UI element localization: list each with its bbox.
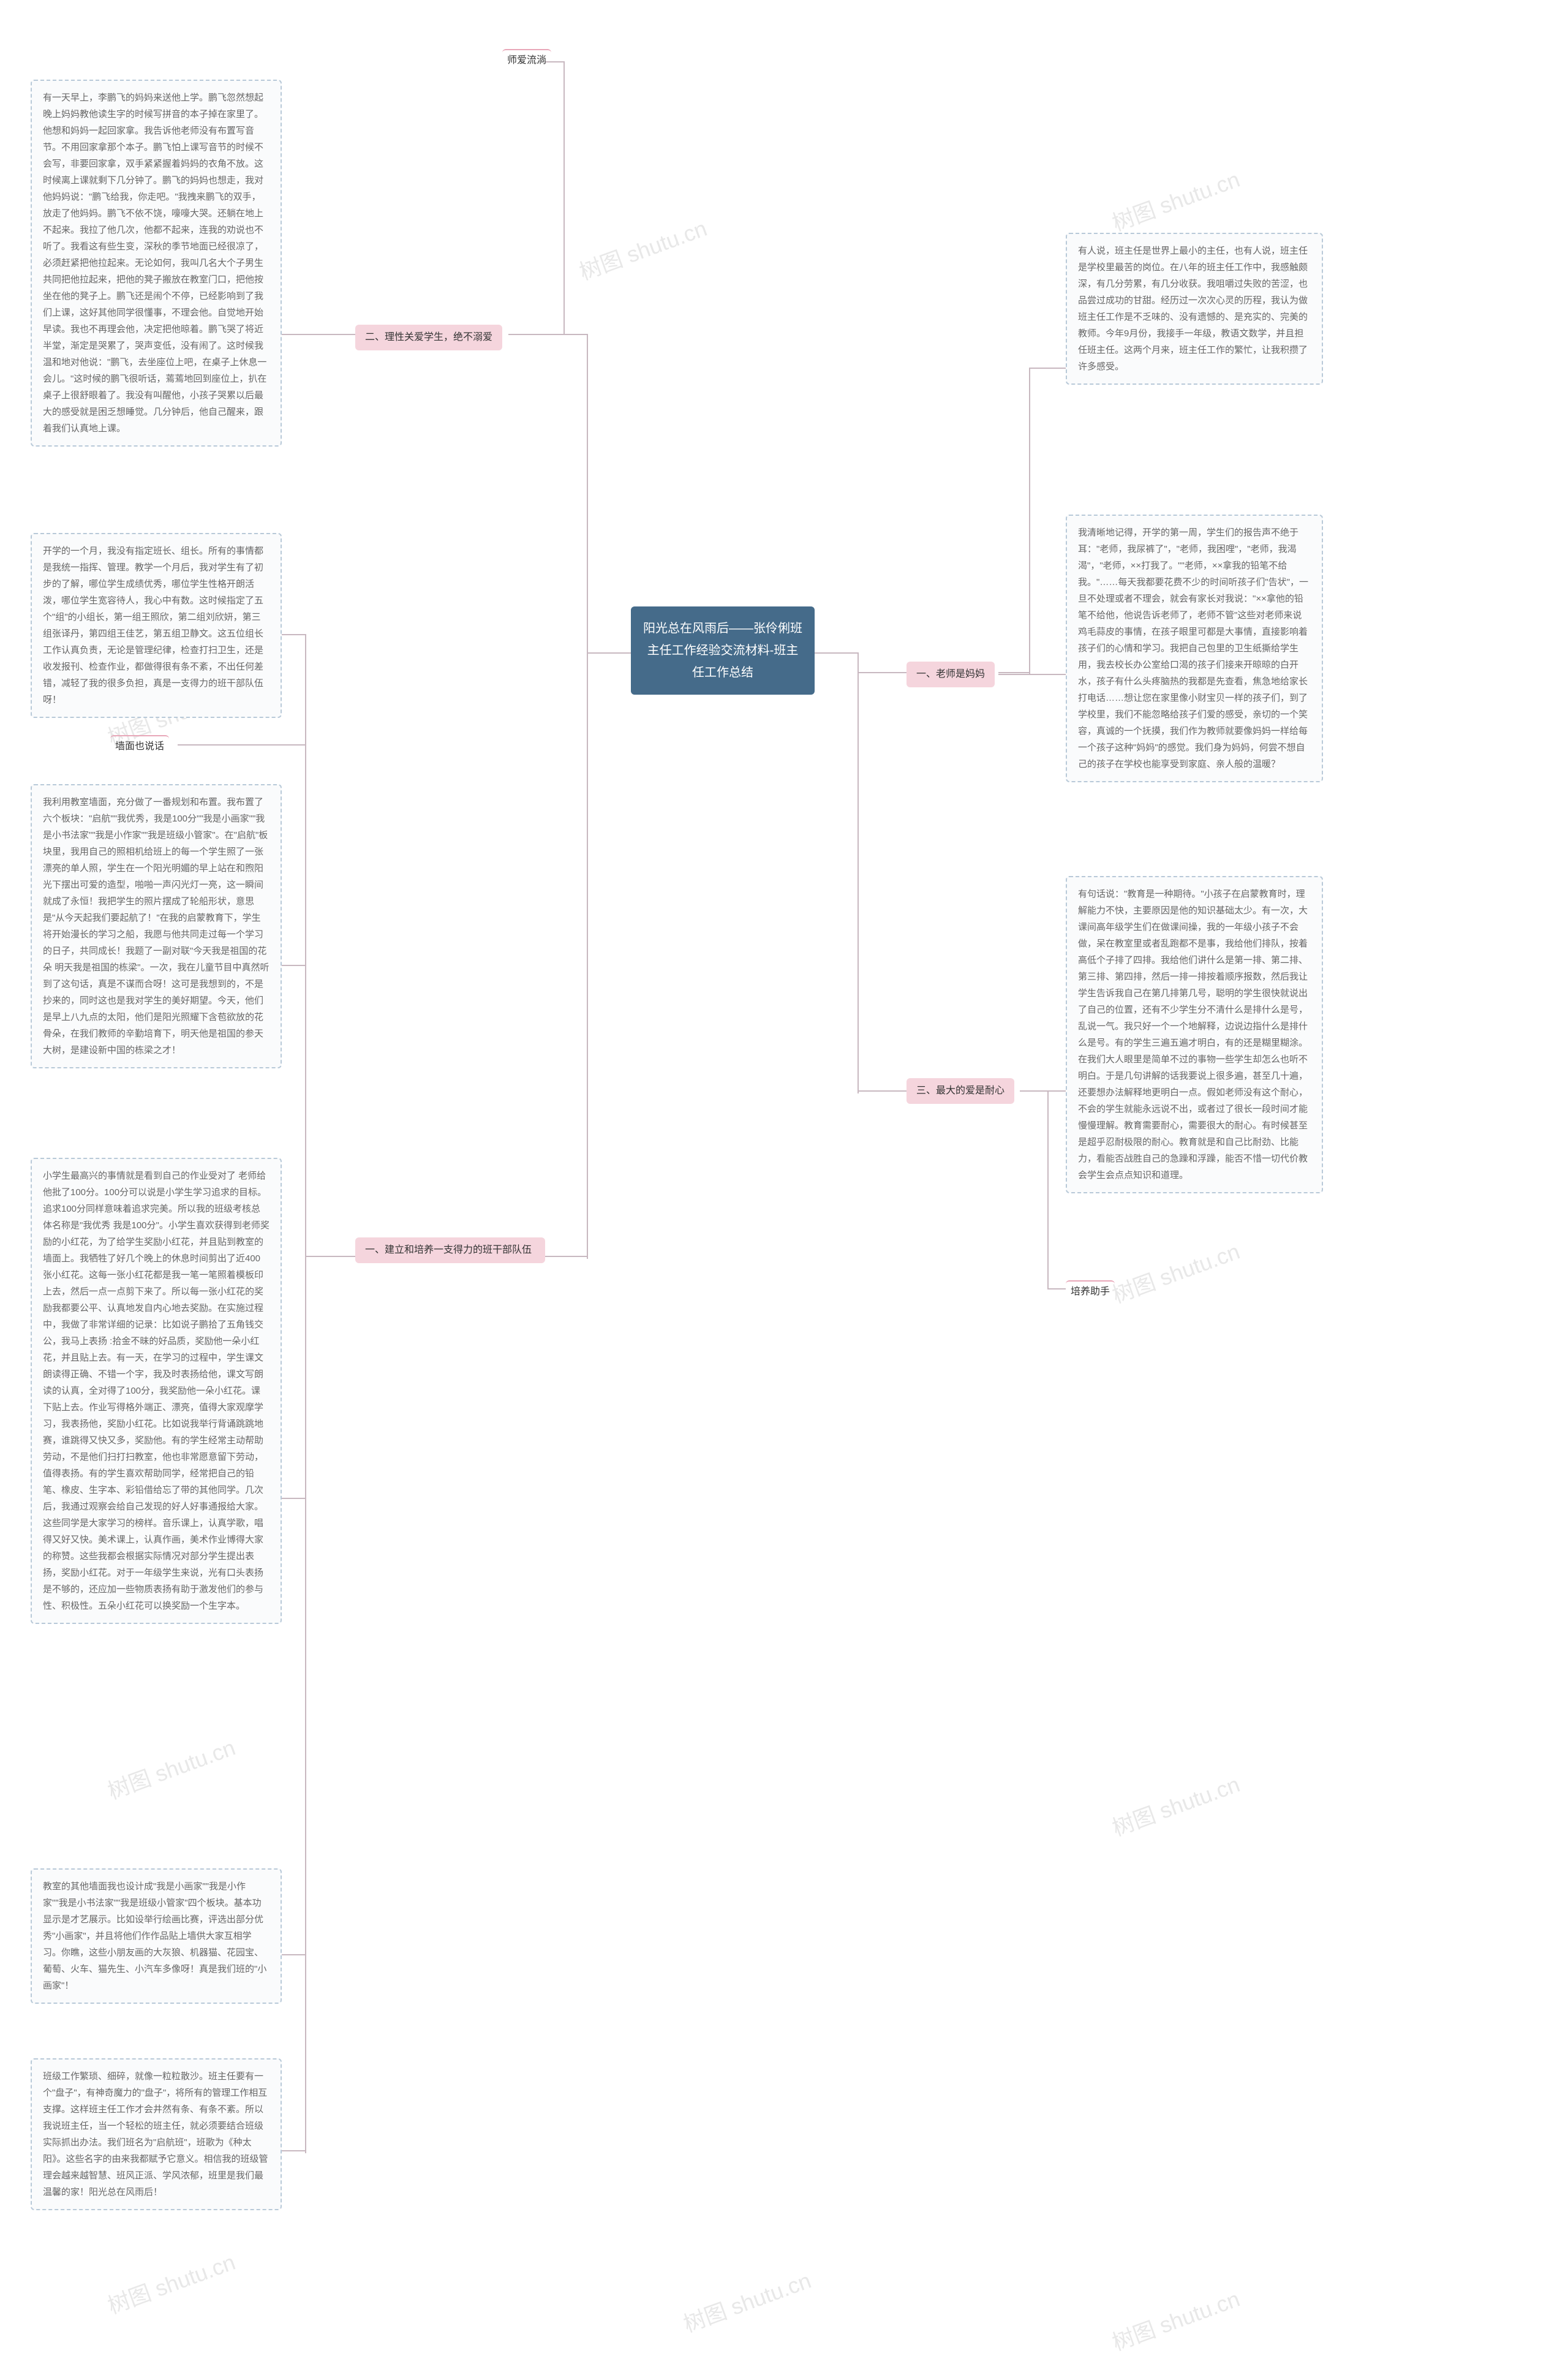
branch-team: 一、建立和培养一支得力的班干部队伍 <box>355 1237 545 1263</box>
watermark: 树图 shutu.cn <box>1107 1767 1244 1842</box>
leaf-right-2-1: 有句话说："教育是一种期待。"小孩子在启蒙教育时，理解能力不快，主要原因是他的知… <box>1066 876 1323 1193</box>
leaf-left-2-3: 小学生最高兴的事情就是看到自己的作业受对了 老师给他批了100分。100分可以说… <box>31 1158 282 1624</box>
sub-helper: 培养助手 <box>1066 1280 1115 1302</box>
leaf-right-1-2: 我清晰地记得，开学的第一周，学生们的报告声不绝于耳："老师，我尿裤了"，"老师，… <box>1066 515 1323 782</box>
watermark: 树图 shutu.cn <box>103 1730 239 1805</box>
watermark: 树图 shutu.cn <box>679 2263 815 2338</box>
leaf-left-2-4: 教室的其他墙面我也设计成"我是小画家""我是小作家""我是小书法家""我是班级小… <box>31 1868 282 2004</box>
watermark: 树图 shutu.cn <box>575 211 711 286</box>
branch-patience: 三、最大的爱是耐心 <box>907 1078 1014 1104</box>
leaf-left-2-5: 班级工作繁琐、细碎，就像一粒粒散沙。班主任要有一个"盘子"，有神奇魔力的"盘子"… <box>31 2058 282 2210</box>
sub-wall-speak: 墙面也说话 <box>110 735 169 757</box>
leaf-left-1-1: 有一天早上，李鹏飞的妈妈来送他上学。鹏飞忽然想起晚上妈妈教他读生字的时候写拼音的… <box>31 80 282 447</box>
root-node: 阳光总在风雨后——张伶俐班主任工作经验交流材料-班主任工作总结 <box>631 606 815 695</box>
branch-teacher-mother: 一、老师是妈妈 <box>907 662 995 687</box>
watermark: 树图 shutu.cn <box>1107 1234 1244 1309</box>
watermark: 树图 shutu.cn <box>1107 162 1244 237</box>
branch-rational-care: 二、理性关爱学生，绝不溺爱 <box>355 325 502 350</box>
leaf-left-2-2: 我利用教室墙面，充分做了一番规划和布置。我布置了六个板块："启航""我优秀，我是… <box>31 784 282 1068</box>
sub-teacherlove: 师爱流淌 <box>502 49 551 71</box>
watermark: 树图 shutu.cn <box>1107 2281 1244 2357</box>
leaf-right-1-1: 有人说，班主任是世界上最小的主任，也有人说，班主任是学校里最苦的岗位。在八年的班… <box>1066 233 1323 385</box>
leaf-left-2-1: 开学的一个月，我没有指定班长、组长。所有的事情都是我统一指挥、管理。教学一个月后… <box>31 533 282 718</box>
watermark: 树图 shutu.cn <box>103 2245 239 2320</box>
